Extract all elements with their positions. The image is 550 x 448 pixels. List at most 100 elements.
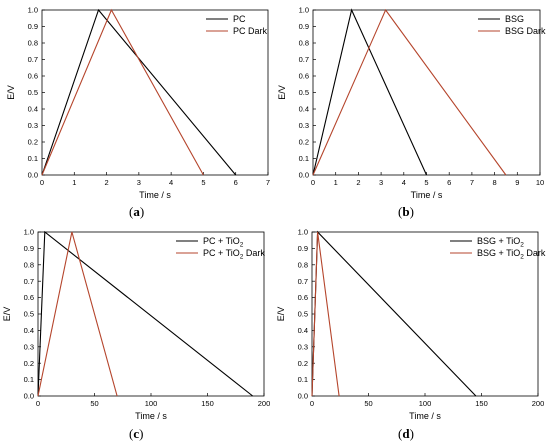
y-tick-label: 0.6 — [299, 72, 309, 81]
x-tick-label: 6 — [447, 178, 451, 187]
legend-entry: PC + TiO2 Dark — [203, 248, 265, 261]
x-axis-label: Time / s — [409, 411, 441, 421]
y-tick-label: 0.6 — [24, 293, 34, 302]
x-tick-label: 0 — [36, 399, 40, 408]
y-tick-label: 0.3 — [24, 342, 34, 351]
y-tick-label: 0.9 — [299, 22, 309, 31]
x-tick-label: 4 — [402, 178, 406, 187]
x-tick-label: 0 — [310, 399, 314, 408]
x-tick-label: 100 — [419, 399, 432, 408]
y-tick-label: 0.1 — [24, 375, 34, 384]
x-tick-label: 1 — [334, 178, 338, 187]
panel-label-b: (b) — [398, 204, 414, 219]
y-axis-label: E/V — [277, 85, 287, 100]
y-tick-label: 0.7 — [28, 55, 38, 64]
x-axis-label: Time / s — [135, 411, 167, 421]
y-tick-label: 0.8 — [28, 39, 38, 48]
y-tick-label: 0.5 — [298, 310, 308, 319]
y-axis-label: E/V — [6, 85, 16, 100]
x-tick-label: 50 — [90, 399, 98, 408]
y-tick-label: 0.1 — [298, 375, 308, 384]
x-tick-label: 150 — [201, 399, 214, 408]
series-line-light — [41, 8, 237, 176]
chart-panel-b: 0 1 2 3 4 5 6 7 8 9 10 0.0 0.1 0.2 0.3 0.4 0.5 0.6 0.7 0.8 0… — [277, 6, 546, 200]
legend-entry: BSG — [505, 14, 524, 24]
y-tick-label: 0.7 — [299, 55, 309, 64]
y-tick-label: 0.5 — [28, 88, 38, 97]
x-tick-label: 200 — [532, 399, 545, 408]
y-tick-label: 0.1 — [28, 154, 38, 163]
series-line-light — [312, 8, 428, 176]
x-tick-label: 0 — [311, 178, 315, 187]
y-tick-label: 0.2 — [299, 138, 309, 147]
series-line-dark — [311, 231, 340, 397]
x-tick-label: 7 — [266, 178, 270, 187]
x-tick-label: 100 — [145, 399, 158, 408]
legend-entry: PC — [233, 14, 246, 24]
y-tick-label: 0.8 — [299, 39, 309, 48]
y-tick-label: 1.0 — [28, 6, 38, 15]
y-tick-label: 0.1 — [299, 154, 309, 163]
legend-entry: BSG + TiO2 — [477, 236, 524, 249]
y-tick-label: 0.4 — [299, 105, 309, 114]
x-tick-label: 50 — [364, 399, 372, 408]
series-line-light — [37, 230, 254, 397]
y-tick-label: 0.9 — [24, 244, 34, 253]
chart-panel-a: 0 1 2 3 4 5 6 7 0.0 0.1 0.2 0.3 0.4 0.5 0.6 0.7 0.8 0.9 1.… — [6, 6, 270, 200]
y-tick-label: 0.2 — [28, 138, 38, 147]
chart-panel-c: 0 50 100 150 200 0.0 0.1 0.2 0.3 0.4 0.5 0.6 0.7 0.8 0… — [2, 228, 270, 421]
x-tick-label: 4 — [169, 178, 173, 187]
x-tick-label: 2 — [356, 178, 360, 187]
y-tick-label: 0.7 — [298, 277, 308, 286]
y-tick-label: 0.3 — [299, 121, 309, 130]
y-tick-label: 0.9 — [28, 22, 38, 31]
legend-entry: BSG + TiO2 Dark — [477, 248, 546, 261]
panel-label-c: (c) — [129, 426, 144, 441]
x-tick-label: 6 — [234, 178, 238, 187]
x-tick-label: 10 — [536, 178, 544, 187]
x-axis-label: Time / s — [139, 190, 171, 200]
x-axis-label: Time / s — [411, 190, 443, 200]
series-line-light — [311, 230, 477, 397]
y-tick-label: 1.0 — [299, 6, 309, 15]
y-tick-label: 0.5 — [299, 88, 309, 97]
y-tick-label: 0.0 — [299, 171, 309, 180]
x-tick-label: 9 — [515, 178, 519, 187]
y-tick-label: 0.2 — [298, 359, 308, 368]
y-tick-label: 1.0 — [298, 228, 308, 237]
y-tick-label: 0.0 — [24, 392, 34, 401]
y-tick-label: 0.0 — [298, 392, 308, 401]
x-tick-label: 3 — [137, 178, 141, 187]
y-tick-label: 0.4 — [28, 105, 38, 114]
x-tick-label: 5 — [424, 178, 428, 187]
y-tick-label: 0.2 — [24, 359, 34, 368]
series-line-dark — [37, 231, 118, 397]
y-tick-label: 0.0 — [28, 171, 38, 180]
y-tick-label: 0.5 — [24, 310, 34, 319]
x-tick-label: 3 — [379, 178, 383, 187]
x-tick-label: 2 — [104, 178, 108, 187]
x-tick-label: 1 — [72, 178, 76, 187]
x-tick-label: 8 — [493, 178, 497, 187]
y-tick-label: 0.4 — [298, 326, 308, 335]
y-tick-label: 0.8 — [24, 260, 34, 269]
chart-panel-d: 0 50 100 150 200 0.0 0.1 0.2 0.3 0.4 0.5 0.6 0.7 0.8 0… — [276, 228, 546, 421]
y-axis-label: E/V — [2, 307, 12, 322]
x-tick-label: 7 — [470, 178, 474, 187]
y-tick-label: 0.7 — [24, 277, 34, 286]
y-tick-label: 0.4 — [24, 326, 34, 335]
y-tick-label: 1.0 — [24, 228, 34, 237]
x-tick-label: 200 — [258, 399, 271, 408]
y-tick-label: 0.9 — [298, 244, 308, 253]
legend-entry: PC Dark — [233, 26, 268, 36]
panel-label-a: (a) — [129, 204, 145, 219]
y-tick-label: 0.3 — [298, 342, 308, 351]
x-tick-label: 0 — [40, 178, 44, 187]
panel-label-d: (d) — [398, 426, 414, 441]
series-line-dark — [312, 8, 507, 176]
x-tick-label: 150 — [475, 399, 488, 408]
y-axis-label: E/V — [276, 307, 286, 322]
y-tick-label: 0.8 — [298, 260, 308, 269]
y-tick-label: 0.6 — [28, 72, 38, 81]
